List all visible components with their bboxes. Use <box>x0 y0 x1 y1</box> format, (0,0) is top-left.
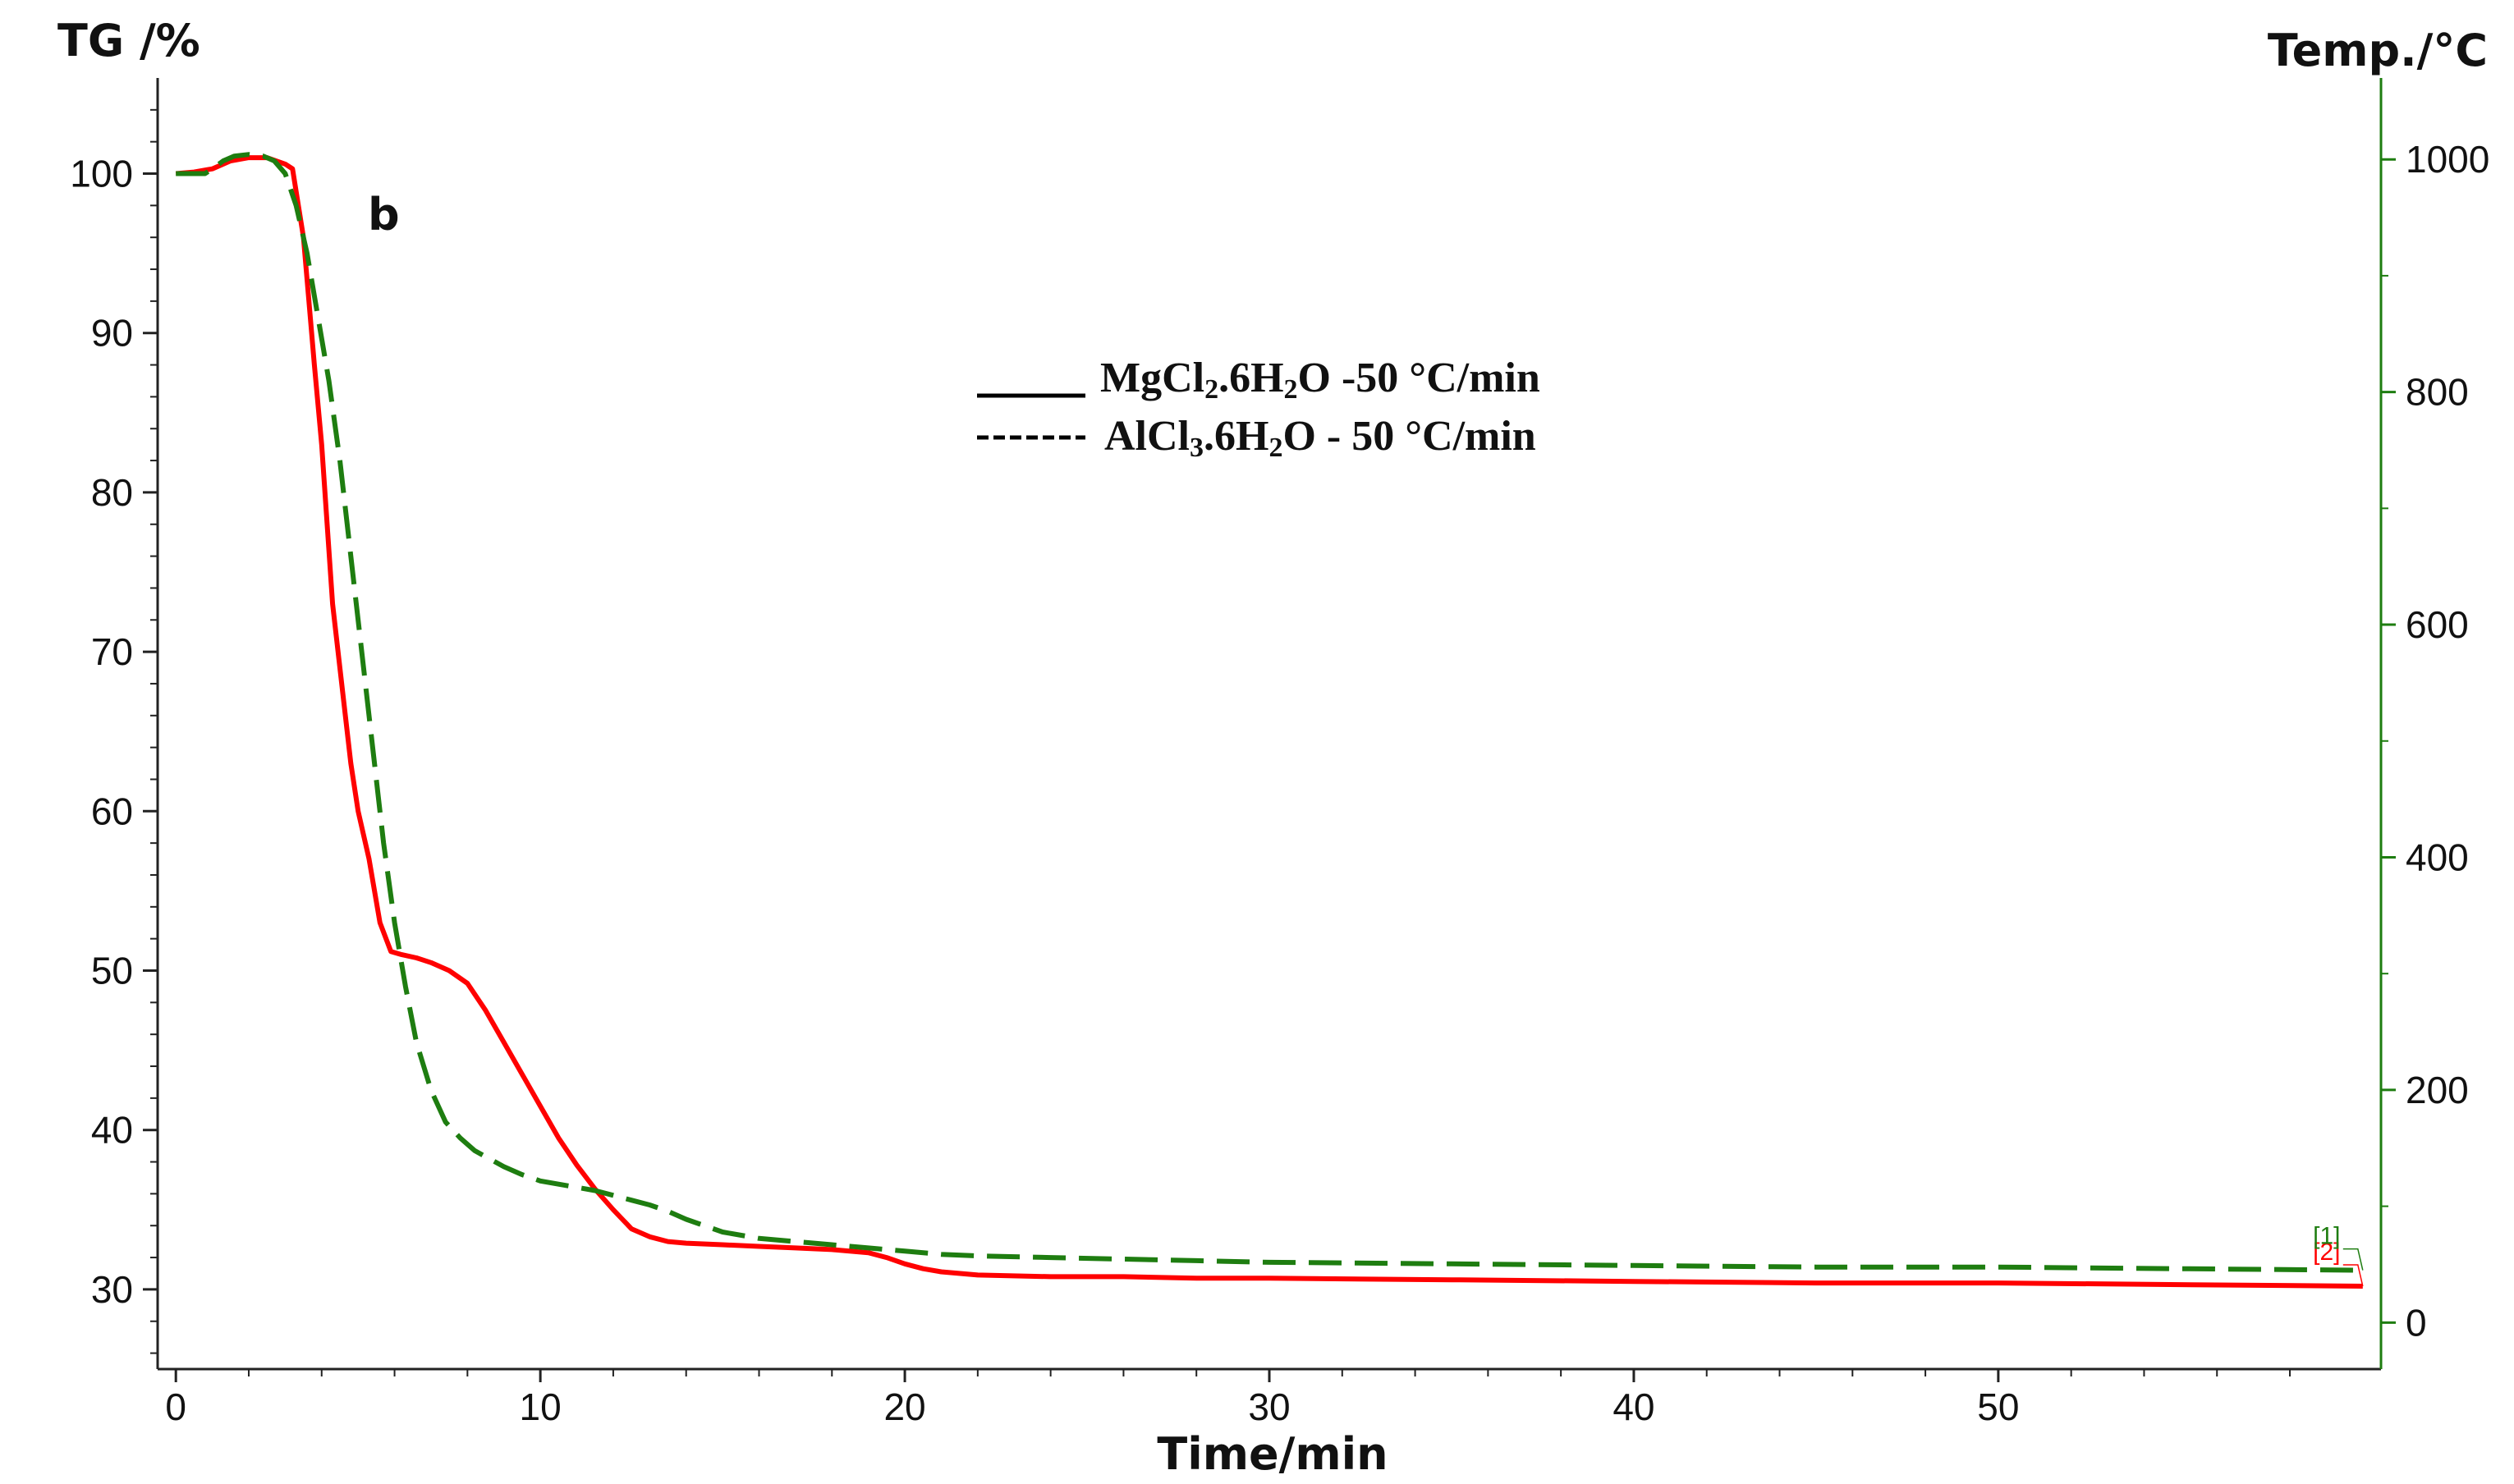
y-right-tick-label: 0 <box>2406 1301 2427 1344</box>
legend-label-alcl3: AlCl3.6H2O - 50 °C/min <box>1104 413 1536 463</box>
panel-label: b <box>368 189 400 240</box>
y-left-tick-label: 70 <box>91 630 133 673</box>
legend: MgCl2.6H2O -50 °C/min AlCl3.6H2O - 50 °C… <box>977 355 1540 463</box>
x-tick-label: 40 <box>1613 1386 1654 1428</box>
curve-tag-leader <box>2342 1248 2364 1271</box>
y-left-tick-label: 30 <box>91 1268 133 1311</box>
y-right-tick-label: 400 <box>2406 836 2469 878</box>
y-left-tick-label: 50 <box>91 950 133 992</box>
y-left-tick-label: 80 <box>91 471 133 514</box>
curve-tag-label: [1] <box>2313 1223 2340 1250</box>
y-left-axis-title: TG /% <box>57 15 200 66</box>
y-left-tick-label: 40 <box>91 1109 133 1152</box>
x-tick-label: 30 <box>1248 1386 1290 1428</box>
curve-tag-label: [2] <box>2313 1239 2340 1266</box>
x-tick-label: 20 <box>883 1386 925 1428</box>
y-right-tick-label: 800 <box>2406 371 2469 414</box>
curve-alcl3 <box>176 152 2363 1273</box>
curve-mgcl2 <box>175 155 2363 1289</box>
x-tick-label: 10 <box>520 1386 562 1428</box>
y-left-tick-label: 90 <box>91 312 133 355</box>
y-right-tick-label: 1000 <box>2406 138 2489 181</box>
x-axis-title: Time/min <box>1157 1428 1388 1480</box>
y-right-tick-label: 600 <box>2406 603 2469 646</box>
y-left-tick-label: 60 <box>91 790 133 832</box>
curves: [2][1] <box>175 152 2364 1289</box>
curve-tag-leader <box>2342 1264 2364 1287</box>
x-tick-label: 50 <box>1977 1386 2019 1428</box>
y-right-tick-label: 200 <box>2406 1069 2469 1111</box>
x-tick-label: 0 <box>165 1386 186 1428</box>
legend-label-mgcl2: MgCl2.6H2O -50 °C/min <box>1100 355 1540 405</box>
y-right-axis-title: Temp./°C <box>2268 25 2488 76</box>
ticks: 0 10 20 30 40 5030405060708090100020040060080… <box>70 108 2489 1428</box>
y-left-tick-label: 100 <box>70 153 133 195</box>
axes <box>156 78 2383 1371</box>
